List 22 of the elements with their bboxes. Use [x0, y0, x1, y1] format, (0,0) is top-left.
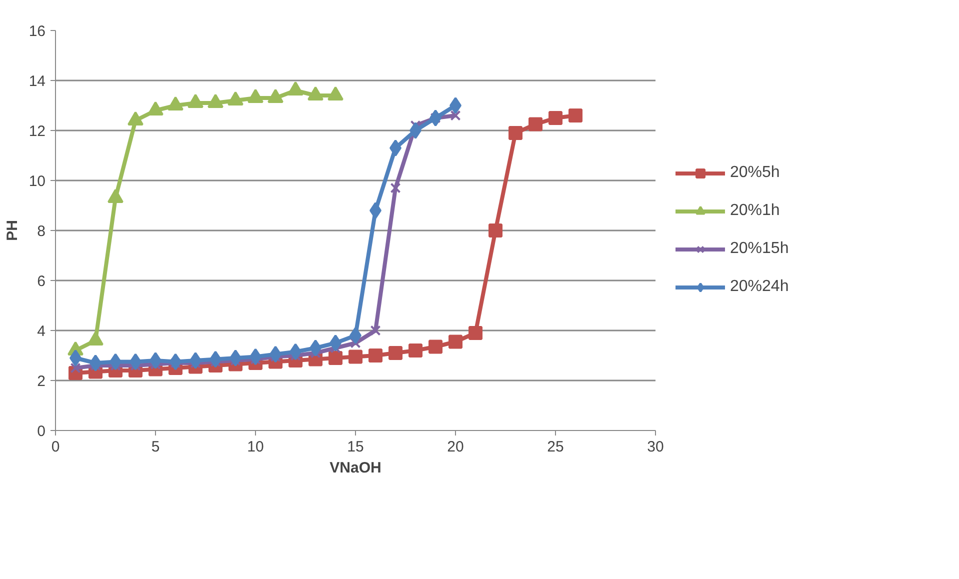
y-tick-label: 16: [28, 23, 46, 40]
x-axis-title: VNaOH: [330, 460, 382, 476]
x-tick-label: 30: [647, 438, 664, 456]
y-tick-label: 14: [28, 73, 46, 90]
y-tick-label: 8: [37, 223, 46, 240]
x-tick-label: 5: [151, 438, 160, 456]
y-tick-label: 10: [28, 173, 46, 190]
x-tick-label: 25: [547, 438, 564, 456]
y-tick-label: 6: [37, 273, 46, 290]
legend-label: 20%15h: [730, 240, 789, 258]
legend-label: 20%24h: [730, 278, 789, 296]
y-tick-label: 4: [37, 323, 46, 340]
legend-label: 20%1h: [730, 202, 780, 220]
x-tick-label: 15: [347, 438, 364, 456]
y-tick-label: 0: [37, 423, 46, 440]
legend-label: 20%5h: [730, 164, 780, 182]
y-tick-label: 12: [28, 123, 46, 140]
y-axis-title: PH: [4, 220, 21, 241]
x-tick-label: 10: [247, 438, 264, 456]
x-tick-label: 0: [51, 438, 60, 456]
x-tick-label: 20: [447, 438, 464, 456]
y-tick-label: 2: [37, 373, 46, 390]
